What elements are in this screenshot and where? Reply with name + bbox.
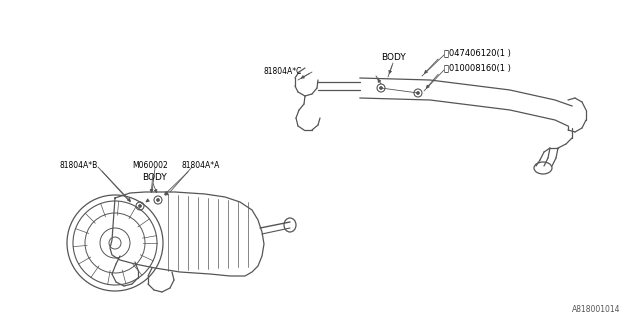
Text: Ⓑ010008160(1 ): Ⓑ010008160(1 ) (444, 63, 511, 73)
Circle shape (138, 204, 141, 207)
Text: M060002: M060002 (132, 161, 168, 170)
Text: BODY: BODY (142, 172, 167, 181)
Text: Ⓢ047406120(1 ): Ⓢ047406120(1 ) (444, 49, 511, 58)
Text: 81804A*B: 81804A*B (60, 161, 99, 170)
Text: 81804A*A: 81804A*A (182, 161, 220, 170)
Circle shape (380, 86, 383, 90)
Circle shape (417, 92, 419, 94)
Text: BODY: BODY (381, 53, 405, 62)
Text: A818001014: A818001014 (572, 306, 621, 315)
Circle shape (157, 198, 159, 202)
Text: 81804A*C: 81804A*C (264, 68, 302, 76)
